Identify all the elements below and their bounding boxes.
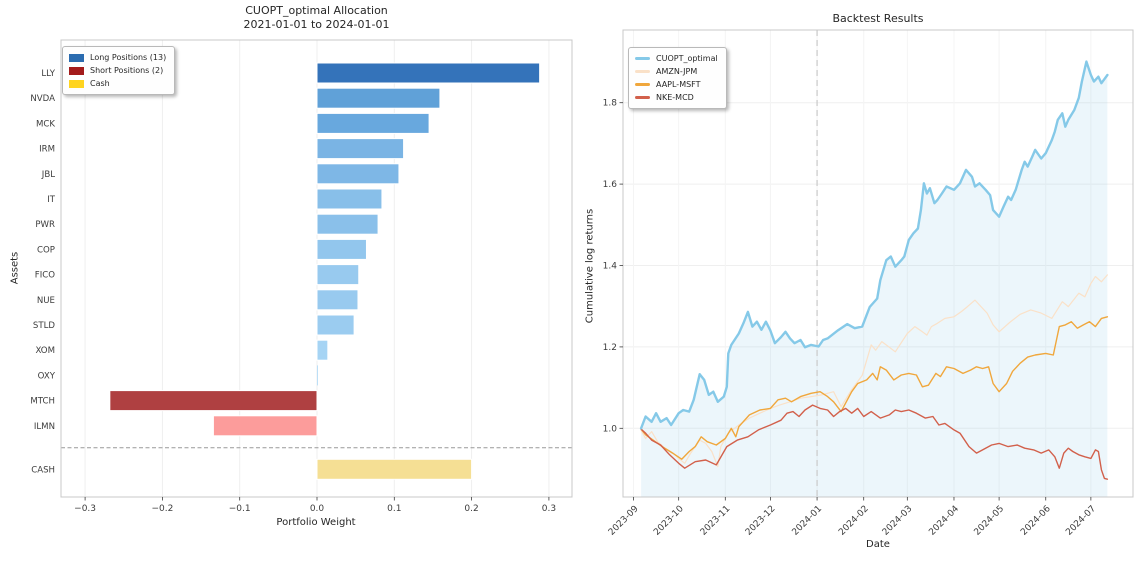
xtick-label: 0.0 <box>310 504 325 514</box>
bar-STLD <box>316 314 355 336</box>
legend-item-label: Long Positions (13) <box>90 53 167 62</box>
allocation-title-block: CUOPT_optimal Allocation 2021-01-01 to 2… <box>61 4 572 31</box>
ytick-label-ILMN: ILMN <box>34 422 55 432</box>
ytick-label-MTCH: MTCH <box>30 397 55 407</box>
bar-PWR <box>316 213 379 235</box>
short-positions-swatch <box>69 66 84 75</box>
ytick-label-IT: IT <box>47 195 56 205</box>
bar-FICO <box>316 264 360 286</box>
allocation-title: CUOPT_optimal Allocation <box>245 4 388 17</box>
legend-item-label: Short Positions (2) <box>90 66 164 75</box>
legend-item-aapl-msft: AAPL-MSFT <box>635 78 718 91</box>
allocation-legend: Long Positions (13) Short Positions (2) … <box>62 46 176 95</box>
ytick-label-NUE: NUE <box>37 296 55 306</box>
aapl-msft-line-swatch <box>635 83 650 86</box>
legend-item-cuopt: CUOPT_optimal <box>635 52 718 65</box>
ytick-label-LLY: LLY <box>41 69 55 79</box>
xtick-label-2023-10: 2023-10 <box>652 504 686 538</box>
xtick-label: 0.3 <box>542 504 556 514</box>
legend-item-label: AAPL-MSFT <box>656 80 701 89</box>
legend-item-amzn-jpm: AMZN-JPM <box>635 65 718 78</box>
series-line-CUOPT_optimal <box>639 60 1109 430</box>
legend-item-label: NKE-MCD <box>656 93 694 102</box>
backtest-title: Backtest Results <box>832 12 924 25</box>
amzn-jpm-line-swatch <box>635 70 650 73</box>
xtick-label: −0.3 <box>74 504 96 514</box>
xtick-label-2024-07: 2024-07 <box>1064 504 1098 538</box>
bar-MCK <box>316 112 430 134</box>
backtest-ylabel: Cumulative log returns <box>584 208 596 324</box>
allocation-subtitle: 2021-01-01 to 2024-01-01 <box>243 17 390 31</box>
cash-swatch <box>69 79 84 88</box>
bar-COP <box>316 238 367 260</box>
nke-mcd-line-swatch <box>635 96 650 99</box>
backtest-axes-frame <box>622 29 1134 498</box>
ytick-label-MCK: MCK <box>36 119 55 129</box>
series-line-NKE-MCD <box>640 404 1109 480</box>
legend-item-label: AMZN-JPM <box>656 67 698 76</box>
xtick-label: −0.1 <box>229 504 251 514</box>
xtick-label-2024-03: 2024-03 <box>881 504 915 538</box>
bar-IT <box>316 188 383 210</box>
ytick-label: 1.2 <box>603 343 617 353</box>
xtick-label: −0.2 <box>151 504 173 514</box>
xtick-label-2023-09: 2023-09 <box>607 504 641 538</box>
xtick-label-2023-11: 2023-11 <box>699 504 733 538</box>
bar-XOM <box>316 339 329 361</box>
cuopt-area-fill <box>641 61 1108 497</box>
ytick-label-COP: COP <box>37 245 55 255</box>
legend-item-long: Long Positions (13) <box>69 51 166 64</box>
backtest-xlabel: Date <box>866 539 890 550</box>
ytick-label-STLD: STLD <box>33 321 55 331</box>
legend-item-cash: Cash <box>69 77 166 90</box>
ytick-label: 1.6 <box>603 180 618 190</box>
xtick-label: 0.2 <box>464 504 478 514</box>
legend-item-label: CUOPT_optimal <box>656 54 718 63</box>
xtick-label-2024-05: 2024-05 <box>973 504 1007 538</box>
legend-item-short: Short Positions (2) <box>69 64 166 77</box>
allocation-axes-frame <box>60 39 573 498</box>
xtick-label-2024-04: 2024-04 <box>927 504 961 538</box>
xtick-label-2024-02: 2024-02 <box>837 504 871 538</box>
allocation-xlabel: Portfolio Weight <box>276 517 356 528</box>
bar-JBL <box>316 163 400 185</box>
legend-item-label: Cash <box>90 79 110 88</box>
series-line-AAPL-MSFT <box>640 316 1109 460</box>
series-line-AMZN-JPM <box>640 274 1109 468</box>
ytick-label-NVDA: NVDA <box>30 94 55 104</box>
ytick-label-FICO: FICO <box>35 271 55 281</box>
ytick-label-XOM: XOM <box>35 346 55 356</box>
bar-LLY <box>316 62 541 84</box>
ytick-label-PWR: PWR <box>35 220 55 230</box>
ytick-label: 1.8 <box>603 99 618 109</box>
bar-NVDA <box>316 87 441 109</box>
legend-item-nke-mcd: NKE-MCD <box>635 91 718 104</box>
ytick-label-JBL: JBL <box>41 170 55 180</box>
long-positions-swatch <box>69 53 84 62</box>
ytick-label-IRM: IRM <box>39 145 55 155</box>
cuopt-line-swatch <box>635 57 650 60</box>
ytick-label: 1.4 <box>603 262 618 272</box>
bar-ILMN <box>212 415 318 437</box>
ytick-label: 1.0 <box>603 424 618 434</box>
backtest-legend: CUOPT_optimal AMZN-JPM AAPL-MSFT NKE-MCD <box>628 47 727 109</box>
xtick-label-2024-01: 2024-01 <box>791 504 825 538</box>
xtick-label-2023-12: 2023-12 <box>744 504 778 538</box>
bar-CASH <box>316 458 473 480</box>
bar-OXY <box>317 365 318 386</box>
ytick-label-OXY: OXY <box>38 371 56 381</box>
xtick-label: 0.1 <box>387 504 401 514</box>
bar-MTCH <box>109 390 318 412</box>
allocation-ylabel: Assets <box>9 251 21 285</box>
bar-NUE <box>316 289 359 311</box>
xtick-label-2024-06: 2024-06 <box>1019 504 1053 538</box>
ytick-label-CASH: CASH <box>31 465 55 475</box>
bar-IRM <box>316 138 405 160</box>
